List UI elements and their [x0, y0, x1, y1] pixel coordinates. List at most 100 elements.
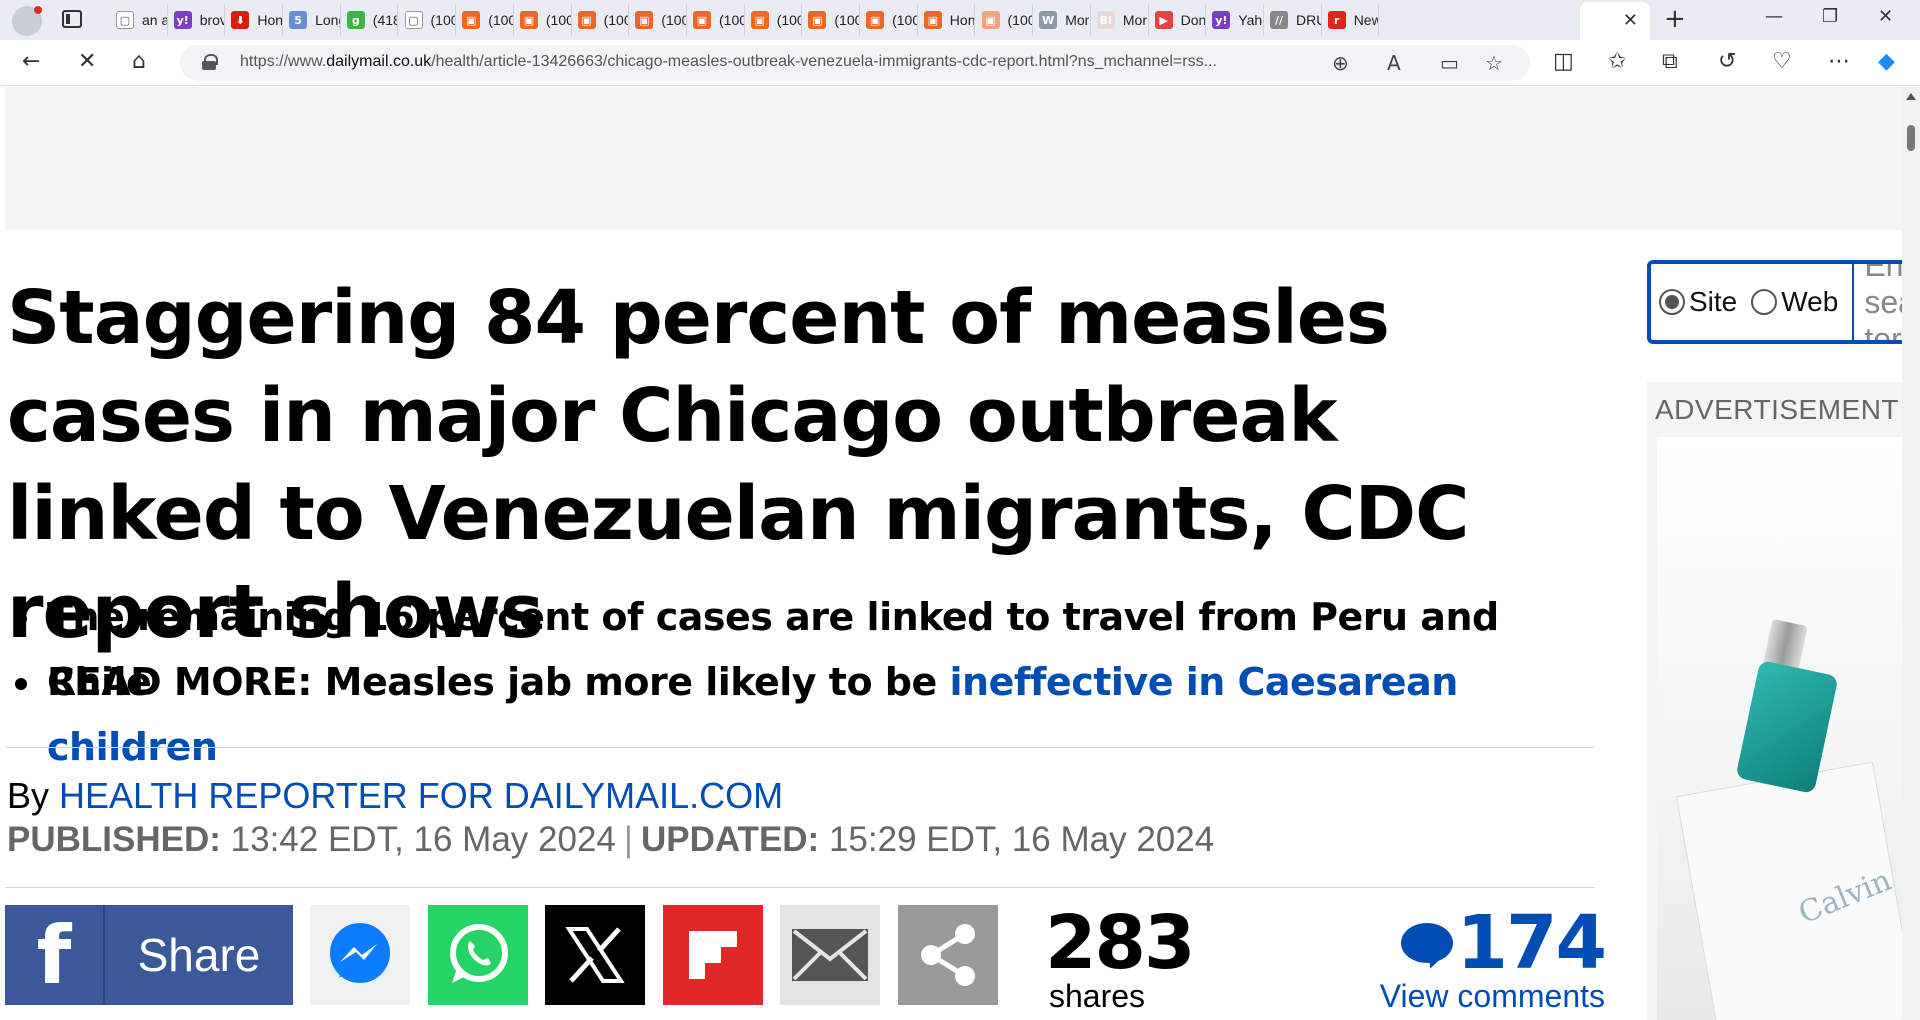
tab-title: Hon: [257, 12, 283, 28]
lock-icon[interactable]: [202, 54, 218, 70]
tab[interactable]: r New: [1322, 4, 1380, 36]
whatsapp-share-button[interactable]: [428, 905, 528, 1005]
sidebar-advertisement[interactable]: ADVERTISEMENT Calvin: [1647, 382, 1902, 1020]
favorite-star-icon[interactable]: ☆: [1485, 51, 1503, 75]
updated-date: 15:29 EDT, 16 May 2024: [828, 820, 1215, 859]
zoom-icon[interactable]: ⊕: [1332, 51, 1349, 75]
comment-bubble-icon: [1400, 923, 1453, 963]
tab[interactable]: ▢ (100: [399, 4, 457, 36]
flipboard-share-button[interactable]: [663, 905, 763, 1005]
tab-title: Mor: [1065, 12, 1090, 28]
close-tab-icon[interactable]: ✕: [1622, 10, 1638, 30]
tab-favicon-icon: ▣: [635, 11, 654, 29]
tab-favicon-icon: g: [346, 11, 365, 29]
email-share-button[interactable]: [780, 905, 880, 1005]
new-tab-icon[interactable]: +: [1664, 4, 1686, 34]
collections-icon[interactable]: ⧉: [1662, 49, 1678, 74]
tab[interactable]: ▣ (100: [860, 4, 918, 36]
tab-favicon-icon: r: [1327, 11, 1346, 29]
mail-icon: [792, 929, 868, 981]
tab[interactable]: ▣ (100: [745, 4, 803, 36]
author-link[interactable]: HEALTH REPORTER FOR DAILYMAIL.COM: [59, 775, 784, 816]
tab[interactable]: g (418: [341, 4, 399, 36]
profile-avatar-icon[interactable]: [12, 6, 42, 36]
tab[interactable]: ▣ (100: [687, 4, 745, 36]
top-ad-banner[interactable]: [5, 87, 1902, 230]
tab[interactable]: ▣ (100: [629, 4, 687, 36]
history-icon[interactable]: ↺: [1718, 49, 1737, 74]
tab[interactable]: ⬇ Hon: [225, 4, 284, 36]
restore-icon[interactable]: ❐: [1822, 6, 1839, 27]
tab-title: (100: [719, 12, 744, 28]
tab-title: (100: [661, 12, 686, 28]
tab[interactable]: ▣ (100: [802, 4, 861, 36]
search-input[interactable]: Enter search term: [1852, 264, 1902, 340]
tab-strip: ▢ an a y! brov ⬇ Hon 5 Longg (418 ▢ (100 ▣ (100 ▣ (100…: [0, 0, 1920, 40]
view-comments-label[interactable]: View comments: [1379, 978, 1605, 1014]
tab[interactable]: BI Mor: [1091, 4, 1149, 36]
tab[interactable]: ▣ (100: [456, 4, 514, 36]
tab-title: (100: [892, 12, 917, 28]
date-separator: |: [623, 820, 633, 859]
published-date: 13:42 EDT, 16 May 2024: [230, 820, 616, 859]
comments-link[interactable]: 174 View comments: [1379, 900, 1607, 1014]
copilot-icon[interactable]: ◆: [1878, 49, 1895, 74]
tab-favicon-icon: ▣: [750, 11, 769, 29]
tab-favicon-icon: 5: [289, 11, 308, 29]
tab-title: (100: [545, 12, 571, 28]
immersive-reader-icon[interactable]: ▭: [1440, 51, 1459, 75]
tab[interactable]: ▣ (100: [514, 4, 572, 36]
tab-favicon-icon: ▣: [923, 11, 942, 29]
summary-bullet: The remaining 16 percent of cases are li…: [7, 585, 1587, 704]
more-options-icon[interactable]: ⋯: [1828, 49, 1850, 74]
ad-image[interactable]: Calvin: [1657, 437, 1902, 1020]
tab[interactable]: // DRU: [1264, 4, 1322, 36]
tab-title: (100: [603, 12, 629, 28]
tab[interactable]: ▶ Don: [1149, 4, 1207, 36]
browser-essentials-icon[interactable]: ♡: [1772, 49, 1792, 74]
home-icon[interactable]: ⌂: [132, 49, 146, 74]
window-close-icon[interactable]: ✕: [1878, 6, 1894, 27]
scroll-up-icon[interactable]: [1906, 93, 1916, 100]
tab-favicon-icon: y!: [173, 11, 192, 29]
stop-loading-icon[interactable]: ✕: [78, 49, 97, 74]
tab-title: Don: [1180, 12, 1206, 28]
tab-favicon-icon: ⬇: [231, 11, 250, 29]
scrollbar-thumb[interactable]: [1907, 125, 1915, 151]
vertical-scrollbar[interactable]: [1902, 87, 1920, 1020]
comment-count: 174: [1456, 900, 1607, 986]
radio-selected-icon[interactable]: [1659, 289, 1685, 315]
advertisement-label: ADVERTISEMENT: [1655, 394, 1900, 425]
web-page: Staggering 84 percent of measles cases i…: [5, 87, 1902, 1020]
search-web-option[interactable]: Web: [1751, 286, 1838, 318]
article-headline: Staggering 84 percent of measles cases i…: [7, 275, 1469, 655]
back-icon[interactable]: ←: [22, 49, 41, 74]
more-share-button[interactable]: [898, 905, 998, 1005]
tab[interactable]: W Mor: [1033, 4, 1091, 36]
messenger-share-button[interactable]: [310, 905, 410, 1005]
facebook-share-button[interactable]: f Share: [5, 905, 293, 1005]
tab[interactable]: ▣ (100: [976, 4, 1034, 36]
tab[interactable]: y! brov: [168, 4, 226, 36]
published-label: PUBLISHED:: [7, 820, 221, 859]
messenger-icon: [330, 923, 390, 983]
tab[interactable]: ▣ (100: [572, 4, 630, 36]
tab[interactable]: y! Yah: [1206, 4, 1264, 36]
tab[interactable]: ▢ an a: [110, 4, 168, 36]
share-icon: [921, 924, 975, 986]
tab[interactable]: ▣ Hon: [918, 4, 976, 36]
tab-favicon-icon: ▣: [462, 11, 481, 29]
minimize-icon[interactable]: —: [1765, 6, 1783, 27]
url-text[interactable]: https://www.dailymail.co.uk/health/artic…: [240, 53, 1217, 70]
radio-unselected-icon[interactable]: [1751, 289, 1778, 315]
favorites-icon[interactable]: ✩: [1608, 49, 1627, 74]
tab-active[interactable]: ✕: [1580, 2, 1650, 40]
workspaces-icon[interactable]: [62, 10, 82, 28]
search-site-option[interactable]: Site: [1659, 286, 1737, 318]
address-bar[interactable]: https://www.dailymail.co.uk/health/artic…: [180, 45, 1530, 81]
tab-favicon-icon: ▣: [981, 11, 1000, 29]
split-screen-icon[interactable]: ◫: [1553, 49, 1574, 74]
x-share-button[interactable]: [545, 905, 645, 1005]
read-aloud-icon[interactable]: A: [1387, 51, 1401, 75]
